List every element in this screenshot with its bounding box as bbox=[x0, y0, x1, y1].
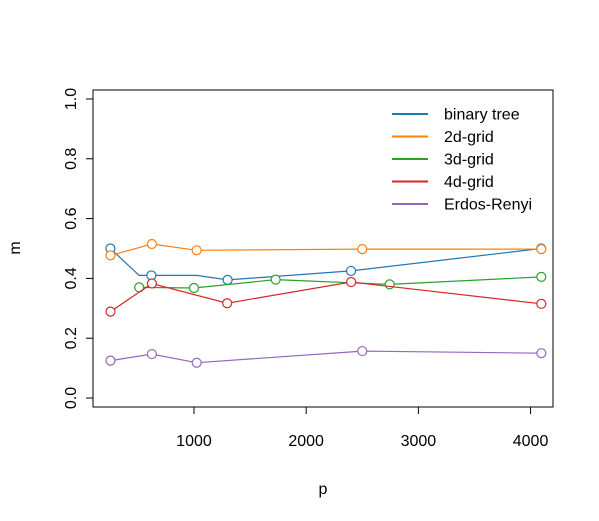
data-point bbox=[105, 355, 116, 366]
data-point bbox=[105, 250, 116, 261]
legend-label: 4d-grid bbox=[444, 174, 494, 191]
series-line bbox=[110, 243, 542, 256]
y-tick-label: 1.0 bbox=[63, 88, 80, 110]
x-tick-label: 4000 bbox=[513, 433, 549, 450]
data-point bbox=[357, 243, 368, 255]
data-point bbox=[222, 274, 233, 286]
x-axis-label: p bbox=[319, 481, 328, 498]
legend-label: binary tree bbox=[444, 107, 520, 124]
x-axis: 1000 2000 3000 4000 bbox=[176, 406, 549, 450]
x-tick-label: 2000 bbox=[288, 433, 324, 450]
y-axis: 0.0 0.2 0.4 0.6 0.8 1.0 bbox=[63, 88, 94, 409]
data-point bbox=[536, 348, 547, 359]
data-point bbox=[536, 243, 547, 255]
data-point bbox=[357, 345, 368, 357]
y-axis-label: m bbox=[7, 241, 24, 254]
legend-label: 3d-grid bbox=[444, 152, 494, 169]
data-point bbox=[105, 306, 116, 317]
data-point bbox=[345, 265, 357, 277]
data-point bbox=[222, 298, 233, 309]
x-tick-label: 3000 bbox=[401, 433, 437, 450]
series-line bbox=[110, 350, 542, 364]
data-point bbox=[191, 357, 202, 368]
data-point bbox=[536, 271, 547, 283]
series-binary-tree bbox=[105, 243, 547, 286]
y-tick-label: 0.6 bbox=[63, 207, 80, 229]
data-point bbox=[146, 278, 158, 289]
data-point bbox=[536, 298, 547, 309]
legend-label: Erdos-Renyi bbox=[444, 197, 532, 214]
data-point bbox=[146, 348, 158, 360]
legend: binary tree 2d-grid 3d-grid 4d-grid Erdos-Re… bbox=[392, 107, 532, 214]
series-line bbox=[110, 281, 542, 313]
y-tick-label: 0.4 bbox=[63, 267, 80, 289]
data-point bbox=[384, 279, 395, 290]
data-point bbox=[191, 245, 202, 256]
data-point bbox=[188, 282, 200, 294]
series-line bbox=[139, 276, 542, 289]
series-2d-grid bbox=[105, 238, 547, 261]
y-tick-label: 0.0 bbox=[63, 387, 80, 409]
data-point bbox=[270, 274, 281, 285]
series-erdos-renyi bbox=[105, 345, 547, 368]
series-layer bbox=[105, 238, 547, 368]
x-tick-label: 1000 bbox=[176, 433, 212, 450]
series-4d-grid bbox=[105, 276, 547, 317]
y-tick-label: 0.2 bbox=[63, 327, 80, 349]
data-point bbox=[346, 276, 357, 288]
data-point bbox=[146, 238, 158, 250]
y-tick-label: 0.8 bbox=[63, 148, 80, 170]
legend-label: 2d-grid bbox=[444, 129, 494, 146]
series-line bbox=[109, 247, 542, 281]
